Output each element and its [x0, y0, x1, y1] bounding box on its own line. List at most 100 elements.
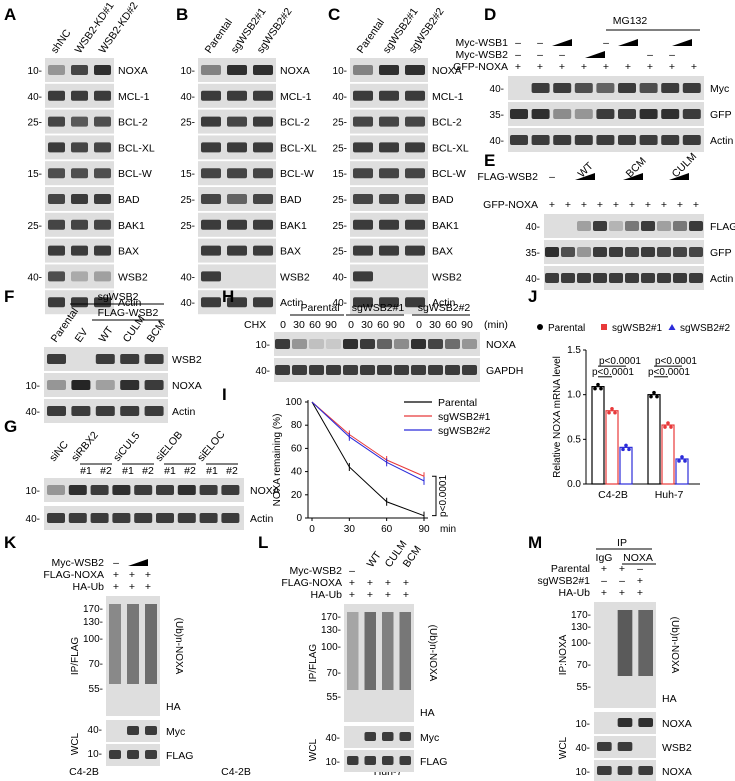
x-tick-label: 90: [418, 524, 430, 535]
band-label: BCL-W: [280, 168, 314, 180]
sign-mark: –: [637, 563, 643, 575]
time-label: 60: [309, 319, 321, 331]
mw-marker: 15-: [181, 169, 195, 180]
blot-band: [353, 90, 373, 101]
blot-band: [618, 83, 636, 93]
band-label: WSB2: [118, 271, 148, 283]
blot-band: [353, 219, 373, 230]
sign-mark: –: [601, 575, 607, 587]
blot-band: [353, 245, 373, 256]
x-tick-label: C4-2B: [598, 489, 628, 501]
sign-mark: +: [113, 569, 119, 581]
band-label: BAX: [280, 246, 301, 258]
blot-band: [94, 116, 111, 127]
sign-mark: +: [647, 61, 653, 73]
blot-band: [405, 219, 425, 230]
blot-band: [90, 513, 109, 523]
sign-mark: +: [367, 577, 373, 589]
blot-band: [411, 339, 426, 349]
blot-band: [364, 732, 376, 741]
blot-band: [574, 135, 593, 145]
y-tick-label: 80: [291, 420, 303, 431]
blot-band: [227, 245, 247, 256]
data-point: [596, 382, 600, 387]
sign-mark: +: [113, 581, 119, 593]
sign-mark: +: [349, 577, 355, 589]
mw-marker: 10-: [256, 340, 270, 351]
band-label: BCL-2: [118, 117, 148, 129]
blot-band: [201, 90, 221, 101]
lane-label: WT: [365, 549, 385, 570]
mw-marker: 40-: [26, 514, 40, 525]
blot-band: [221, 485, 240, 495]
blot-band: [144, 406, 164, 416]
sign-mark: +: [515, 61, 521, 73]
blot-band: [625, 221, 639, 231]
blot-band: [638, 766, 653, 775]
data-point: [655, 394, 659, 399]
blot-band: [639, 109, 658, 119]
mw-marker: 55-: [577, 682, 591, 693]
mw-marker: 10-: [576, 767, 590, 778]
data-point: [627, 447, 631, 452]
mw-marker: 15-: [333, 169, 347, 180]
time-label: 90: [461, 319, 473, 331]
band-label: MCL-1: [280, 91, 312, 103]
x-tick-label: 30: [344, 524, 356, 535]
blot-band: [689, 273, 703, 283]
blot-band: [593, 247, 607, 257]
panel-f: F sgWSB2 FLAG-WSB2 Parental EV WT CULM B…: [4, 287, 202, 423]
band-label: WSB2: [432, 271, 462, 283]
band-label: Myc: [710, 83, 729, 95]
blot-band: [689, 221, 703, 231]
condition-row-label: Myc-WSB2: [52, 557, 105, 569]
blot-band: [201, 142, 221, 153]
wcl-label: WCL: [308, 738, 319, 761]
replicate-label: #1: [80, 465, 92, 477]
group-label: sgWSB2#1: [352, 302, 405, 314]
panel-h: H Parental sgWSB2#1 sgWSB2#2 0 30 60 90 0 30 60 90…: [222, 287, 523, 382]
mw-marker: 40-: [526, 274, 540, 285]
blot-band: [657, 247, 671, 257]
band-label: Actin: [250, 513, 274, 525]
sign-mark: +: [581, 61, 587, 73]
ip-label: IP: [617, 537, 627, 549]
bar: [619, 446, 633, 485]
mw-marker: 10-: [576, 719, 590, 730]
mw-marker: 40-: [181, 272, 195, 283]
panel-e-signs: – + + + + + + + + + +: [549, 171, 699, 211]
group-label: Parental: [300, 302, 339, 314]
blot-band: [618, 109, 636, 119]
panel-a-blots: NOXA 10- MCL-1 40- BCL-2 25- BCL-XL BCL-W 15- BAD…: [28, 58, 155, 315]
band-label: NOXA: [662, 718, 692, 730]
mw-marker: 40-: [526, 222, 540, 233]
mw-marker: 10-: [26, 381, 40, 392]
blot-band: [405, 297, 425, 308]
blot-band: [71, 65, 88, 75]
mw-marker: 40-: [181, 298, 195, 309]
data-point: [621, 447, 625, 452]
ub-smear: [617, 610, 633, 676]
panel-k-blots: 170- 130- 100- 70- 55- IP/FLAG (Ub)n-NOXA HA Myc…: [70, 596, 193, 766]
y-tick-label: 0.0: [567, 479, 581, 490]
sign-mark: +: [637, 587, 643, 599]
data-point: [649, 394, 653, 399]
time-label: 90: [393, 319, 405, 331]
band-label: Actin: [432, 297, 456, 309]
sign-mark: +: [129, 581, 135, 593]
blot-band: [379, 90, 399, 101]
blot-band: [657, 221, 671, 231]
mw-marker: 10-: [28, 66, 42, 77]
panel-c-blots: NOXA 10- MCL-1 40- BCL-2 25- BCL-XL 25- BCL-W 15-…: [333, 58, 469, 315]
blot-band: [353, 297, 373, 308]
ub-smear: [382, 612, 394, 690]
ub-smear: [145, 604, 157, 684]
blot-band: [510, 109, 528, 119]
lane-label: IgG: [596, 552, 613, 564]
sign-mark: +: [549, 199, 555, 211]
panel-m: M IP IgG NOXA Parental sgWSB2#1 HA-Ub + +…: [528, 533, 692, 781]
blot-band: [682, 109, 701, 119]
ip-label: IP/FLAG: [70, 637, 81, 676]
time-label: 60: [377, 319, 389, 331]
mw-marker: 40-: [181, 92, 195, 103]
